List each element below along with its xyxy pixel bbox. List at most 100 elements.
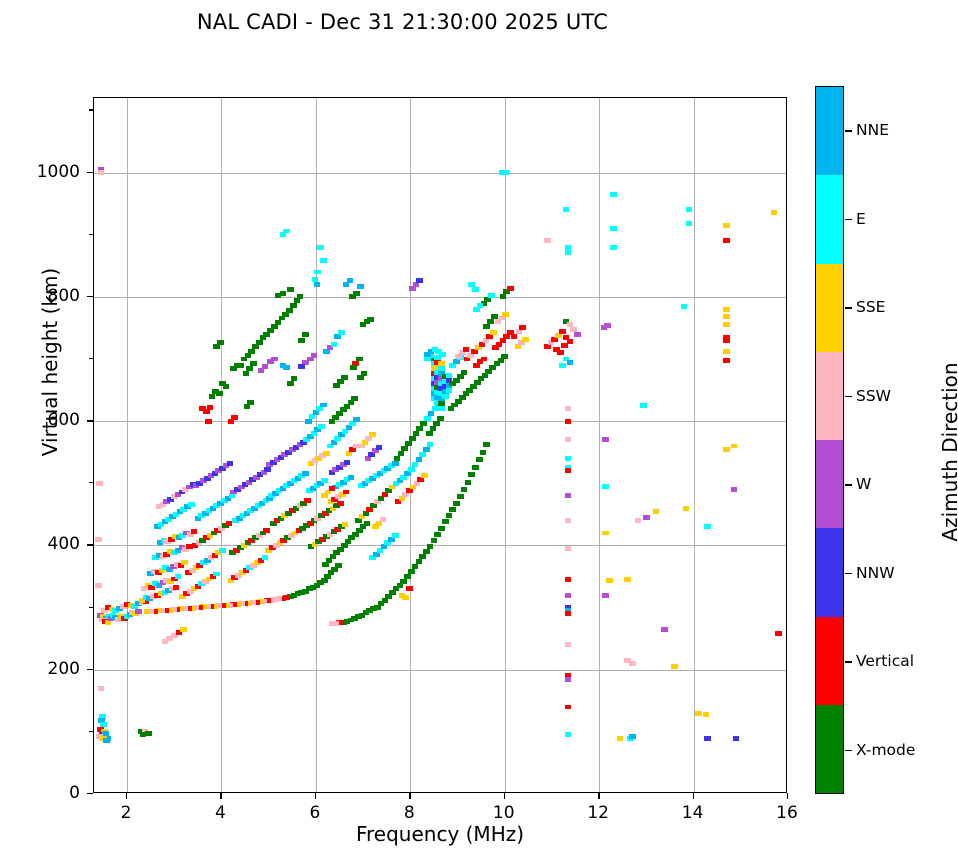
echo-point xyxy=(95,536,103,542)
echo-point xyxy=(564,418,572,424)
echo-point xyxy=(643,514,650,520)
echo-point xyxy=(433,421,441,427)
echo-point xyxy=(543,344,551,350)
echo-point xyxy=(185,605,192,611)
colorbar-segment-nnw[interactable] xyxy=(816,528,843,617)
echo-point xyxy=(335,494,342,500)
echo-point xyxy=(429,426,437,432)
colorbar-segment-nne[interactable] xyxy=(816,87,843,176)
colorbar[interactable] xyxy=(815,86,844,794)
echo-point xyxy=(381,491,389,497)
echo-point xyxy=(266,462,273,468)
echo-point xyxy=(570,326,577,332)
y-tick-label: 600 xyxy=(47,410,80,431)
echo-point xyxy=(363,520,371,526)
echo-point xyxy=(307,544,315,550)
echo-point xyxy=(628,734,636,740)
echo-point xyxy=(455,354,462,359)
echo-point xyxy=(732,735,740,741)
echo-point xyxy=(328,418,336,424)
echo-point xyxy=(333,503,340,509)
echo-point xyxy=(328,469,336,475)
echo-point xyxy=(283,365,290,371)
echo-point xyxy=(391,460,399,466)
echo-point xyxy=(206,404,214,410)
echo-point xyxy=(298,363,306,369)
echo-point xyxy=(555,332,562,338)
echo-point xyxy=(564,546,572,552)
colorbar-segment-vertical[interactable] xyxy=(816,616,843,705)
colorbar-segment-ssw[interactable] xyxy=(816,351,843,440)
echo-point xyxy=(115,616,122,622)
echo-point xyxy=(336,411,343,417)
plot-area[interactable] xyxy=(93,97,787,793)
echo-point xyxy=(319,536,326,542)
echo-point xyxy=(231,575,238,581)
echo-point xyxy=(694,710,702,716)
echo-point xyxy=(388,463,395,469)
echo-point xyxy=(244,352,252,358)
colorbar-segment-e[interactable] xyxy=(816,175,843,264)
echo-point xyxy=(460,370,468,376)
echo-point xyxy=(338,432,345,438)
echo-point xyxy=(564,732,572,738)
echo-point xyxy=(352,361,359,367)
echo-point xyxy=(186,544,193,550)
echo-point xyxy=(249,477,256,483)
echo-point xyxy=(350,365,357,371)
echo-point xyxy=(507,285,514,291)
echo-point xyxy=(479,449,487,455)
echo-point xyxy=(178,545,186,551)
echo-point xyxy=(402,595,409,601)
echo-point xyxy=(487,319,494,325)
echo-point xyxy=(208,393,216,399)
echo-point xyxy=(562,207,570,213)
echo-point xyxy=(309,585,317,591)
echo-point xyxy=(347,617,355,623)
echo-point xyxy=(253,600,260,606)
echo-point xyxy=(207,603,215,609)
echo-point xyxy=(256,472,264,478)
echo-point xyxy=(391,533,399,538)
colorbar-tick xyxy=(845,484,852,486)
echo-point xyxy=(159,554,167,560)
echo-point xyxy=(389,484,396,490)
echo-point xyxy=(263,528,271,533)
colorbar-segment-sse[interactable] xyxy=(816,263,843,352)
echo-point xyxy=(170,606,177,612)
echo-point xyxy=(340,542,348,548)
echo-point xyxy=(408,285,416,291)
y-tick xyxy=(87,793,93,795)
echo-point xyxy=(409,484,417,490)
echo-point xyxy=(231,414,238,420)
echo-point xyxy=(279,290,287,296)
echo-point xyxy=(375,520,383,526)
echo-point xyxy=(564,642,572,648)
colorbar-segment-w[interactable] xyxy=(816,440,843,529)
echo-point xyxy=(306,520,314,526)
echo-point xyxy=(290,592,298,598)
echo-point xyxy=(275,596,283,602)
echo-point xyxy=(293,298,301,304)
echo-point xyxy=(196,605,204,611)
echo-point xyxy=(356,375,364,381)
echo-point xyxy=(770,210,778,216)
echo-point xyxy=(445,372,453,378)
echo-point xyxy=(438,396,445,402)
echo-point xyxy=(144,583,152,589)
echo-point xyxy=(314,515,322,521)
echo-point xyxy=(160,537,168,543)
echo-point xyxy=(327,570,335,576)
echo-point xyxy=(174,547,182,553)
echo-point xyxy=(420,421,427,427)
echo-point xyxy=(441,388,449,394)
echo-point xyxy=(319,453,326,459)
colorbar-title: Azimuth Direction xyxy=(938,362,958,542)
echo-point xyxy=(163,577,170,583)
echo-point xyxy=(349,294,357,300)
echo-point xyxy=(331,496,339,502)
colorbar-segment-x-mode[interactable] xyxy=(816,704,843,793)
colorbar-label-e: E xyxy=(856,209,866,228)
echo-point xyxy=(267,359,274,364)
echo-point xyxy=(127,603,135,609)
